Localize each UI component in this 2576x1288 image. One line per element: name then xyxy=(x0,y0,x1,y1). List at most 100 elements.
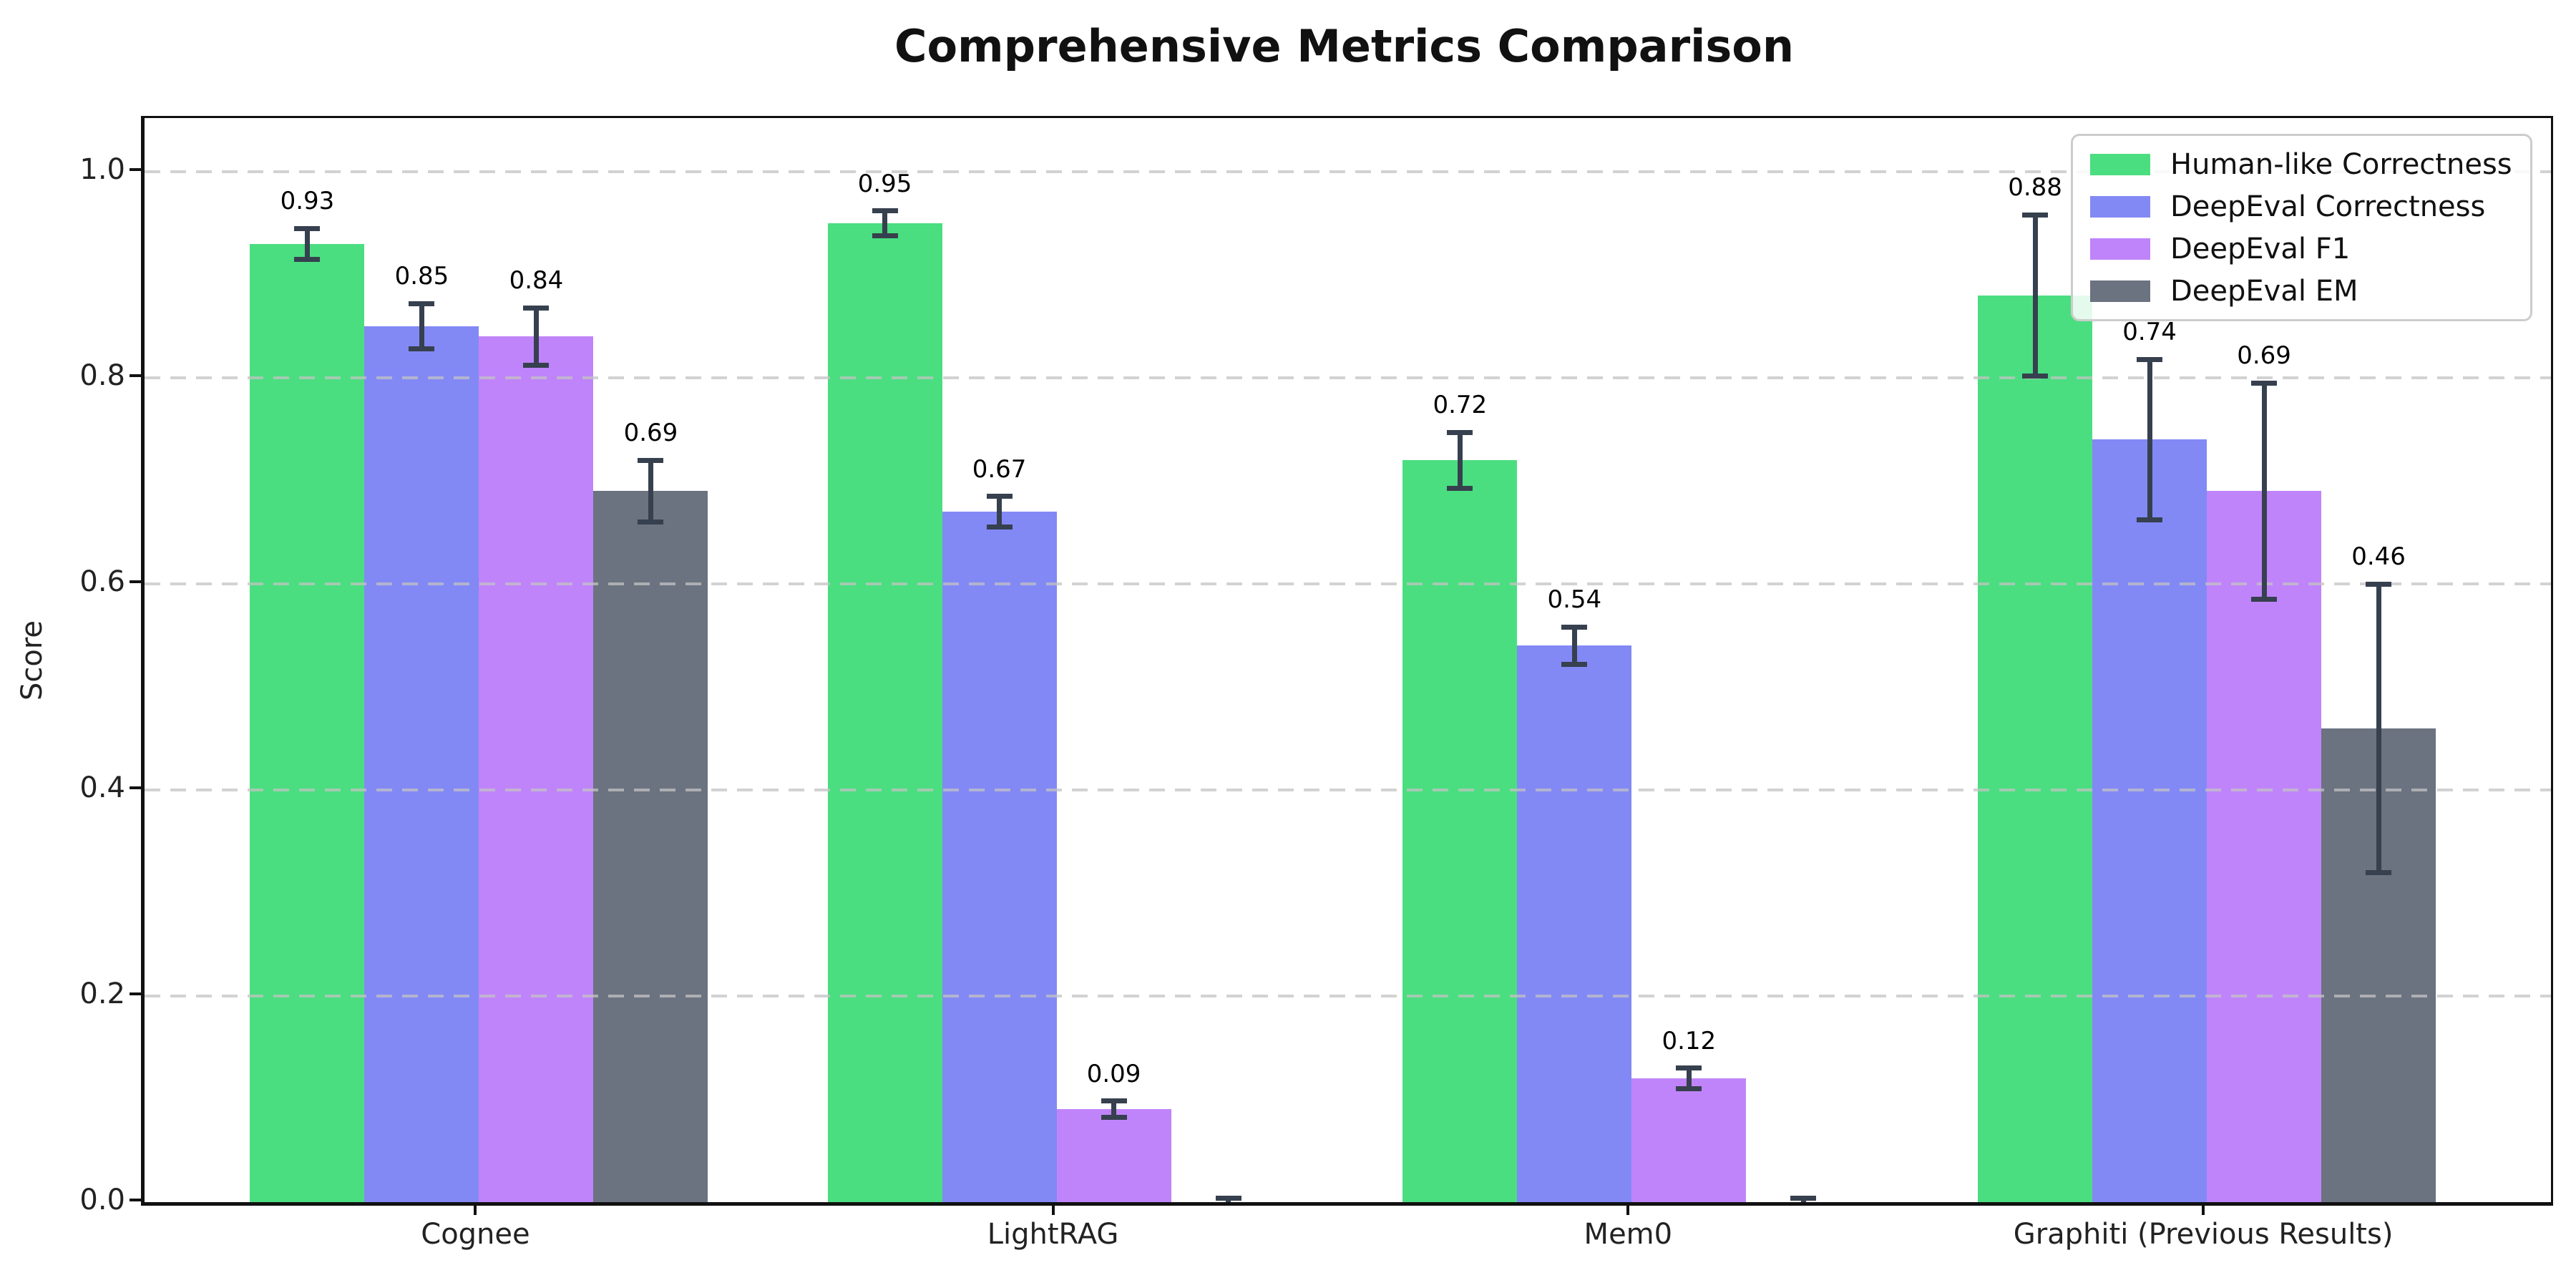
error-bar-cap-top xyxy=(986,494,1013,499)
value-label: 0.12 xyxy=(1662,1026,1717,1055)
chart-title: Comprehensive Metrics Comparison xyxy=(894,20,1795,72)
error-bar-cap-top xyxy=(1676,1065,1702,1071)
y-tick-label: 0.2 xyxy=(79,977,125,1010)
value-label: 0.72 xyxy=(1433,391,1488,420)
legend-item-human-like-correctness: Human-like Correctness xyxy=(2090,148,2513,181)
error-bar-cap-bottom xyxy=(2137,517,2163,523)
x-tick-label-4: Graphiti (Previous Results) xyxy=(2013,1218,2394,1251)
error-bar-cap-top xyxy=(638,457,664,463)
error-bar xyxy=(1686,1068,1692,1089)
error-bar xyxy=(419,303,424,349)
error-bar xyxy=(1111,1101,1117,1118)
value-label: 0.95 xyxy=(857,169,912,198)
legend-label: DeepEval Correctness xyxy=(2170,190,2486,223)
bar-deepeval-em-1 xyxy=(593,491,708,1202)
bar-human-like-correctness-1 xyxy=(250,243,365,1202)
y-tick-mark xyxy=(130,992,141,995)
error-bar xyxy=(1571,627,1577,665)
error-bar-cap-bottom xyxy=(638,519,664,525)
error-bar xyxy=(997,496,1002,527)
bar-human-like-correctness-2 xyxy=(827,223,942,1202)
x-tick-label-2: LightRAG xyxy=(987,1218,1119,1251)
bar-deepeval-correctness-1 xyxy=(364,326,479,1202)
gridline-0.6 xyxy=(145,582,2551,585)
y-tick-mark xyxy=(130,580,141,583)
gridline-0.2 xyxy=(145,995,2551,997)
bar-deepeval-correctness-4 xyxy=(2092,439,2207,1202)
y-tick-label: 1.0 xyxy=(79,153,125,186)
legend-item-deepeval-f1: DeepEval F1 xyxy=(2090,233,2513,265)
error-bar xyxy=(2376,584,2381,873)
bar-human-like-correctness-4 xyxy=(1978,295,2093,1202)
error-bar-cap-bottom xyxy=(1676,1086,1702,1092)
y-tick-mark xyxy=(130,168,141,171)
bars-layer xyxy=(145,118,2551,1202)
legend-swatch xyxy=(2090,195,2150,218)
error-bar-cap-bottom xyxy=(1447,485,1473,491)
error-bar-cap-top xyxy=(409,301,435,306)
gridline-0.4 xyxy=(145,789,2551,791)
legend-swatch xyxy=(2090,153,2150,175)
error-bar-cap-top xyxy=(1447,429,1473,435)
x-tick-mark xyxy=(2202,1204,2205,1215)
y-tick-mark xyxy=(130,786,141,789)
errorbars-layer xyxy=(145,118,2551,1202)
legend-label: Human-like Correctness xyxy=(2170,147,2512,181)
y-tick-mark xyxy=(130,1199,141,1201)
legend-swatch xyxy=(2090,238,2150,260)
y-axis-title: Score xyxy=(16,620,49,701)
error-bar xyxy=(533,308,539,366)
error-bar-cap-bottom xyxy=(872,233,898,238)
value-label: 0.88 xyxy=(2008,173,2062,203)
grid-layer xyxy=(145,118,2551,1202)
error-bar-cap-bottom xyxy=(294,256,321,262)
error-bar-cap-top xyxy=(872,208,898,214)
y-tick-label: 0.0 xyxy=(79,1184,125,1216)
value-label: 0.46 xyxy=(2351,542,2406,571)
bar-deepeval-correctness-2 xyxy=(942,512,1057,1202)
x-tick-mark xyxy=(474,1204,477,1215)
value-label: 0.09 xyxy=(1086,1059,1141,1088)
error-bar-cap-top xyxy=(2251,380,2278,386)
value-label: 0.54 xyxy=(1547,585,1602,615)
legend: Human-like Correctness DeepEval Correctne… xyxy=(2071,134,2532,321)
y-tick-label: 0.6 xyxy=(79,565,125,598)
bar-deepeval-f1-2 xyxy=(1056,1109,1171,1202)
value-label: 0.93 xyxy=(280,187,335,216)
error-bar xyxy=(2147,359,2152,520)
legend-label: DeepEval F1 xyxy=(2170,232,2351,265)
error-bar-cap-bottom xyxy=(2366,869,2392,875)
x-tick-label-3: Mem0 xyxy=(1584,1218,1673,1251)
error-bar-cap-top xyxy=(2137,356,2163,362)
y-tick-label: 0.4 xyxy=(79,771,125,804)
error-bar-cap-bottom xyxy=(986,525,1013,530)
error-bar-cap-bottom xyxy=(1101,1115,1127,1121)
error-bar xyxy=(1457,432,1463,489)
error-bar-cap-top xyxy=(1790,1195,1817,1201)
error-bar-cap-bottom xyxy=(409,346,435,352)
error-bar-cap-top xyxy=(1561,624,1588,630)
error-bar-cap-top xyxy=(523,305,550,311)
error-bar xyxy=(2032,215,2038,376)
x-tick-label-1: Cognee xyxy=(421,1218,530,1251)
error-bar xyxy=(882,210,888,236)
legend-item-deepeval-em: DeepEval EM xyxy=(2090,275,2513,308)
error-bar xyxy=(2261,383,2267,600)
error-bar-cap-top xyxy=(1101,1098,1127,1104)
gridline-0.8 xyxy=(145,376,2551,379)
bar-deepeval-f1-4 xyxy=(2207,491,2322,1202)
y-tick-mark xyxy=(130,374,141,377)
error-bar-cap-top xyxy=(294,225,321,231)
value-label: 0.85 xyxy=(394,262,449,291)
error-bar xyxy=(304,228,310,260)
error-bar-cap-bottom xyxy=(523,363,550,369)
error-bar-cap-top xyxy=(2022,212,2049,218)
error-bar-cap-bottom xyxy=(2251,597,2278,602)
error-bar-cap-top xyxy=(2366,581,2392,587)
bar-deepeval-f1-1 xyxy=(479,336,594,1202)
bar-deepeval-f1-3 xyxy=(1631,1078,1747,1202)
y-tick-label: 0.8 xyxy=(79,359,125,392)
value-label: 0.69 xyxy=(623,419,678,448)
plot-area: 0.93 0.85 0.84 0.69 0.95 0.67 0.09 0.72 0.54 0.12… xyxy=(141,116,2553,1206)
